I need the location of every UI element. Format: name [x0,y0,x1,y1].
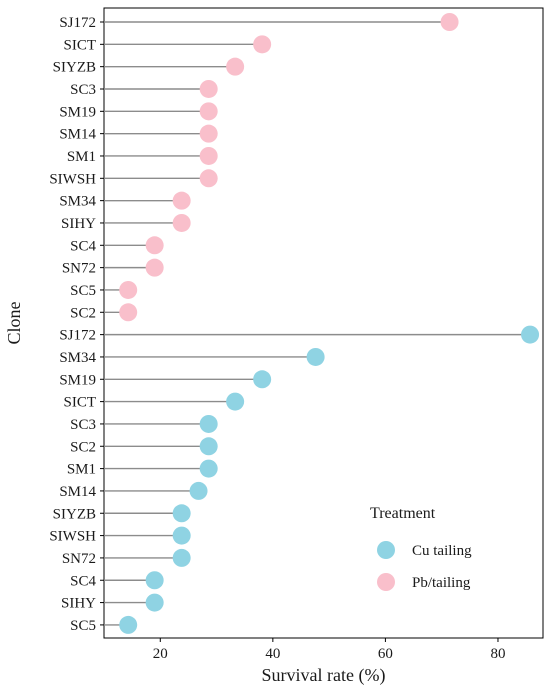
y-axis: SJ172 SICT SIYZB SC3 SM19 SM14 SM1 SIWSH SM34 SIH… [49,15,104,634]
y-tick-label: SJ172 [59,15,96,31]
y-tick-label: SC3 [70,417,96,433]
lollipop-point [521,325,540,344]
plot-area [103,7,544,639]
lollipop-point [226,57,245,76]
lollipop-point [172,213,191,232]
y-tick-label: SIHY [61,596,96,612]
legend-title: Treatment [370,505,436,522]
y-tick-label: SM19 [59,104,96,120]
y-tick-label: SC3 [70,82,96,98]
x-tick-label: 40 [265,646,280,662]
y-tick-label: SN72 [62,261,96,277]
lollipop-point [226,392,245,411]
y-tick-label: SIWSH [49,171,96,187]
y-tick-label: SM1 [67,462,96,478]
lollipop-point [119,280,138,299]
x-axis: 20 40 60 80 [153,638,505,662]
lollipop-point [199,124,218,143]
y-tick-label: SICT [63,37,96,53]
y-tick-label: SM14 [59,484,96,500]
y-tick-label: SN72 [62,551,96,567]
y-tick-label: SM1 [67,149,96,165]
legend-entry-label: Pb/tailing [412,575,471,591]
y-tick-label: SM14 [59,127,96,143]
lollipop-point [199,414,218,433]
y-tick-label: SC2 [70,439,96,455]
lollipop-point [253,370,272,389]
lollipop-point [189,481,208,500]
lollipop-point [306,347,325,366]
lollipop-point [199,437,218,456]
lollipop-point [145,593,164,612]
y-tick-label: SIYZB [53,60,96,76]
lollipop-point [172,548,191,567]
lollipop-point [199,79,218,98]
y-tick-label: SICT [63,395,96,411]
lollipop-point [119,303,138,322]
y-tick-label: SM19 [59,372,96,388]
lollipop-point [440,13,459,31]
y-tick-label: SC4 [70,238,96,254]
y-tick-label: SC5 [70,618,96,634]
x-tick-label: 60 [378,646,393,662]
lollipop-point [199,146,218,165]
y-tick-label: SM34 [59,194,96,210]
lollipop-point [119,615,138,634]
lollipop-point [253,35,272,54]
y-tick-label: SIWSH [49,529,96,545]
y-tick-label: SM34 [59,350,96,366]
x-axis-title: Survival rate (%) [262,665,386,686]
legend-key [377,541,395,559]
y-tick-label: SC4 [70,573,96,589]
legend-key [377,573,395,591]
lollipop-point [145,258,164,277]
lollipop-point [199,169,218,188]
lollipop-point [199,102,218,121]
lollipop-point [172,191,191,210]
x-tick-label: 80 [490,646,505,662]
plot-border [103,7,544,639]
lollipop-point [199,459,218,478]
lollipop-point [172,504,191,523]
y-tick-label: SJ172 [59,328,96,344]
lollipop-point [172,526,191,545]
y-tick-label: SC5 [70,283,96,299]
lollipop-point [145,571,164,590]
legend-entry-label: Cu tailing [412,543,472,559]
y-tick-label: SIHY [61,216,96,232]
y-tick-label: SC2 [70,305,96,321]
y-axis-title: Clone [4,301,24,344]
legend: Treatment Cu tailing Pb/tailing [370,505,472,591]
lollipop-point [145,236,164,255]
x-tick-label: 20 [153,646,168,662]
y-tick-label: SIYZB [53,506,96,522]
